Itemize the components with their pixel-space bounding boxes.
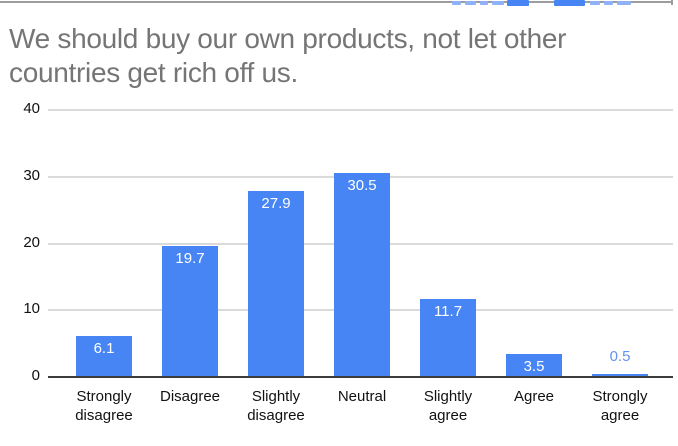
x-tick-label: Strongly disagree (75, 388, 133, 424)
bar-value-label: 6.1 (93, 340, 115, 358)
x-tick-label: Strongly agree (592, 388, 648, 424)
bar[interactable] (162, 245, 218, 377)
bar[interactable] (334, 173, 390, 377)
clipped-legend-text-mark (480, 1, 488, 5)
clipped-legend-text-mark (452, 1, 461, 5)
y-tick-label: 30 (23, 167, 40, 184)
x-tick-label: Slightly agree (423, 388, 473, 424)
bar[interactable] (248, 190, 304, 377)
clipped-legend-text-mark (590, 1, 600, 5)
bar-value-label: 11.7 (433, 302, 463, 320)
x-tick-label: Neutral (337, 388, 387, 405)
clipped-legend-text-mark (492, 1, 504, 5)
y-tick-label: 0 (31, 367, 40, 384)
top-border-end-tick (671, 0, 673, 5)
clipped-legend-text-mark (617, 1, 631, 5)
bar[interactable] (592, 373, 648, 377)
top-border-line (0, 1, 672, 3)
chart-title: We should buy our own products, not let … (9, 23, 567, 88)
bar[interactable] (420, 298, 476, 377)
clipped-legend-text-mark (604, 1, 613, 5)
bar-value-label: 0.5 (609, 347, 631, 365)
y-tick-label: 20 (23, 234, 40, 251)
y-tick-label: 10 (23, 300, 40, 317)
x-tick-label: Slightly disagree (247, 388, 305, 424)
bar[interactable] (506, 353, 562, 377)
legend-swatch-icon (507, 0, 529, 6)
gridline (48, 376, 673, 378)
y-tick-label: 40 (23, 100, 40, 117)
bar-value-label: 30.5 (347, 177, 377, 195)
x-tick-label: Disagree (159, 388, 221, 405)
bar-value-label: 27.9 (261, 194, 291, 212)
legend-swatch-icon (554, 0, 585, 6)
x-tick-label: Agree (513, 388, 555, 405)
gridline (48, 109, 673, 111)
bar-value-label: 19.7 (175, 249, 205, 267)
clipped-legend-text-mark (465, 1, 476, 5)
bar[interactable] (76, 336, 132, 377)
bar-value-label: 3.5 (523, 357, 545, 375)
